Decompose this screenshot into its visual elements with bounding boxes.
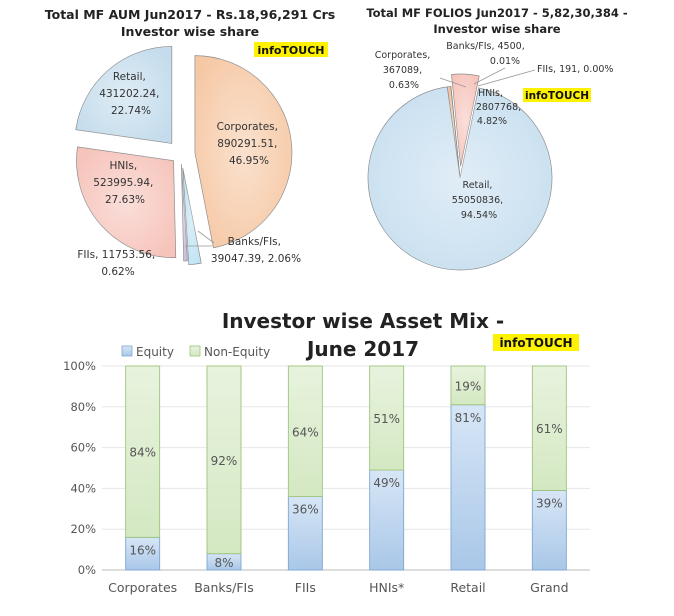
legend-label-non-equity: Non-Equity	[204, 345, 270, 359]
folios-leader-banks	[473, 67, 506, 85]
bar-value-label-equity-retail: 81%	[455, 411, 482, 425]
asset-mix-badge-bg	[493, 334, 579, 351]
asset-mix-title-line1: Investor wise Asset Mix -	[222, 309, 504, 333]
folios-slice-label-hnis: HNIs, 2807768, 4.82%	[476, 88, 524, 127]
y-tick-label: 100%	[63, 359, 96, 373]
bar-value-label-non-equity-fiis: 64%	[292, 425, 319, 439]
bar-value-label-non-equity-retail: 19%	[455, 379, 482, 393]
aum-slice-label-retail: Retail, 431202.24, 22.74%	[99, 71, 162, 117]
bar-non-equity-hnis	[369, 365, 405, 471]
aum-pie-title: Total MF AUM Jun2017 - Rs.18,96,291 Crs	[45, 7, 336, 22]
asset-mix-title-line2: June 2017	[305, 337, 419, 361]
asset-mix-badge: infoTOUCH	[499, 336, 572, 350]
bar-value-label-non-equity-banks-fis: 92%	[211, 454, 238, 468]
y-tick-label: 0%	[78, 563, 96, 577]
bar-value-label-equity-banks-fis: 8%	[214, 556, 233, 570]
bar-non-equity-fiis	[287, 365, 323, 498]
folios-pie-badge: infoTOUCH	[525, 90, 589, 102]
bar-equity-grand	[531, 489, 567, 571]
bar-non-equity-retail	[450, 365, 486, 406]
y-tick-label: 60%	[70, 441, 96, 455]
x-tick-label-corporates: Corporates	[108, 580, 177, 595]
folios-pie-title: Total MF FOLIOS Jun2017 - 5,82,30,384 -	[366, 6, 628, 20]
bar-value-label-non-equity-grand: 61%	[536, 422, 563, 436]
folios-leader-corporates	[439, 77, 467, 88]
folios-pie-subtitle: Investor wise share	[433, 22, 560, 36]
bar-value-label-non-equity-corporates: 84%	[129, 446, 156, 460]
bar-value-label-equity-hnis: 49%	[373, 476, 400, 490]
y-tick-label: 40%	[70, 481, 96, 495]
legend-label-equity: Equity	[136, 345, 174, 359]
legend-swatch-non-equity	[189, 345, 201, 357]
aum-slice-corporates	[194, 55, 293, 249]
folios-slice-label-corporates: Corporates, 367089, 0.63%	[375, 50, 434, 91]
x-tick-label-retail: Retail	[450, 580, 485, 595]
aum-slice-label-banks: Banks/FIs, 39047.39, 2.06%	[211, 236, 301, 265]
aum-slice-label-corporates: Corporates, 890291.51, 46.95%	[217, 121, 282, 167]
bar-value-label-non-equity-hnis: 51%	[373, 412, 400, 426]
x-tick-label-grand: Grand	[530, 580, 568, 595]
aum-slice-label-hnis: HNIs, 523995.94, 27.63%	[93, 160, 156, 206]
aum-pie-badge-bg	[254, 42, 328, 57]
bar-equity-retail	[450, 404, 486, 571]
folios-slice-label-retail: Retail, 55050836, 94.54%	[452, 180, 506, 221]
folios-leader-fiis	[477, 69, 536, 87]
folios-slice-label-fiis: FIIs, 191, 0.00%	[537, 64, 613, 75]
aum-leader-banks	[197, 230, 215, 244]
x-tick-label-fiis: FIIs	[295, 580, 316, 595]
bar-value-label-equity-grand: 39%	[536, 496, 563, 510]
aum-pie-chart: Total MF AUM Jun2017 - Rs.18,96,291 Crs …	[45, 7, 336, 278]
bar-non-equity-grand	[531, 365, 567, 491]
legend-swatch-equity	[121, 345, 133, 357]
x-tick-label-hnis: HNIs*	[369, 580, 404, 595]
asset-mix-bar-chart: Investor wise Asset Mix - June 2017 info…	[63, 309, 590, 595]
y-tick-label: 20%	[70, 522, 96, 536]
aum-slice-label-fiis: FIIs, 11753.56, 0.62%	[77, 249, 158, 278]
y-tick-label: 80%	[70, 400, 96, 414]
bar-value-label-equity-corporates: 16%	[129, 543, 156, 557]
aum-pie-badge: infoTOUCH	[257, 44, 324, 57]
folios-slice-label-banks: Banks/FIs, 4500, 0.01%	[446, 41, 528, 67]
bar-non-equity-banks-fis	[206, 365, 242, 555]
folios-pie-chart: Total MF FOLIOS Jun2017 - 5,82,30,384 - …	[366, 6, 628, 271]
bar-equity-corporates	[125, 536, 161, 571]
bar-non-equity-corporates	[125, 365, 161, 538]
folios-pie-badge-bg	[523, 88, 591, 102]
bar-equity-fiis	[287, 496, 323, 571]
x-tick-label-banks-fis: Banks/FIs	[194, 580, 254, 595]
aum-pie-subtitle: Investor wise share	[121, 24, 259, 39]
bar-equity-hnis	[369, 469, 405, 571]
bar-value-label-equity-fiis: 36%	[292, 503, 319, 517]
